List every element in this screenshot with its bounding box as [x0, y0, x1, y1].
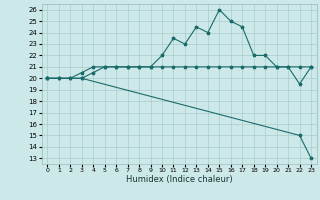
X-axis label: Humidex (Indice chaleur): Humidex (Indice chaleur) [126, 175, 233, 184]
